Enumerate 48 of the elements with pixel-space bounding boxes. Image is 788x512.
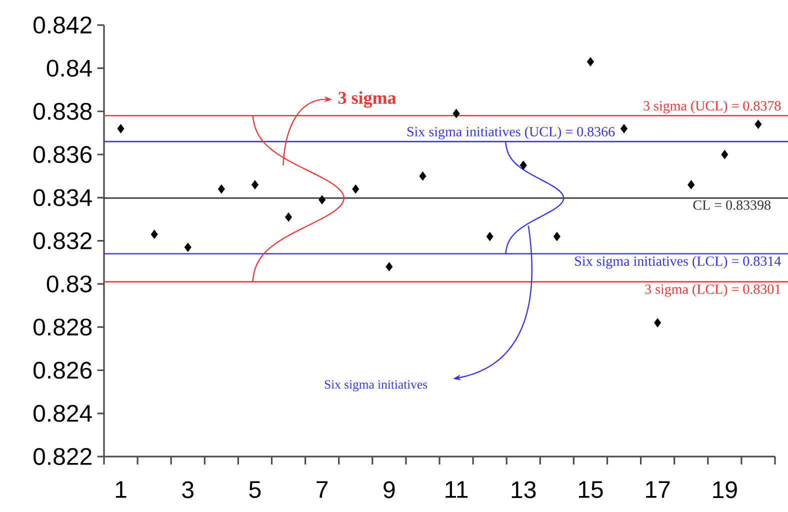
annotation: 3 sigma [338, 91, 396, 108]
point [285, 212, 292, 222]
y-tick-label: 0.842 [34, 16, 92, 34]
point [688, 180, 695, 190]
ref-line-label: CL = 0.83398 [693, 200, 771, 210]
point [318, 195, 326, 204]
point [218, 184, 225, 194]
y-tick-label: 0.84 [46, 60, 92, 77]
point [587, 57, 594, 66]
ref-line-label: 3 sigma (UCL) = 0.8378 [644, 100, 781, 114]
point [352, 184, 360, 194]
y-tick-label: 0.834 [34, 189, 92, 206]
x-tick-label: 1 [116, 481, 126, 498]
y-tick-label: 0.826 [34, 362, 92, 379]
point [386, 262, 393, 272]
ref-line-label: Six sigma initiatives (LCL) = 0.8314 [575, 256, 781, 269]
x-tick-label: 7 [316, 481, 328, 498]
y-tick-label: 0.838 [34, 102, 92, 120]
x-tick-label: 19 [713, 481, 737, 498]
point [419, 172, 426, 181]
x-tick-label: 3 [182, 481, 194, 498]
x-tick-label: 17 [646, 481, 670, 498]
point [754, 120, 762, 129]
point [117, 124, 124, 134]
point [721, 150, 728, 160]
y-tick-label: 0.822 [34, 448, 92, 466]
point [252, 180, 258, 190]
y-tick-label: 0.832 [34, 232, 92, 250]
point [184, 242, 192, 252]
y-tick-label: 0.83 [46, 275, 92, 292]
annotation: Six sigma initiatives [324, 380, 428, 392]
point [150, 230, 158, 239]
ref-line-label: Six sigma initiatives (UCL) = 0.8366 [407, 126, 615, 140]
x-tick-label: 9 [384, 481, 395, 498]
point [520, 160, 527, 170]
point [486, 232, 494, 242]
x-tick-label: 13 [512, 481, 536, 498]
point [620, 124, 628, 134]
y-tick-label: 0.824 [34, 404, 92, 422]
point [553, 232, 560, 242]
y-tick-label: 0.836 [34, 146, 92, 163]
point [452, 108, 460, 118]
x-tick-label: 11 [446, 481, 468, 498]
x-tick-label: 15 [578, 481, 603, 498]
y-tick-label: 0.828 [34, 318, 92, 336]
ref-line-label: 3 sigma (LCL) = 0.8301 [645, 284, 780, 297]
x-tick-label: 5 [249, 481, 261, 498]
point [654, 318, 662, 328]
